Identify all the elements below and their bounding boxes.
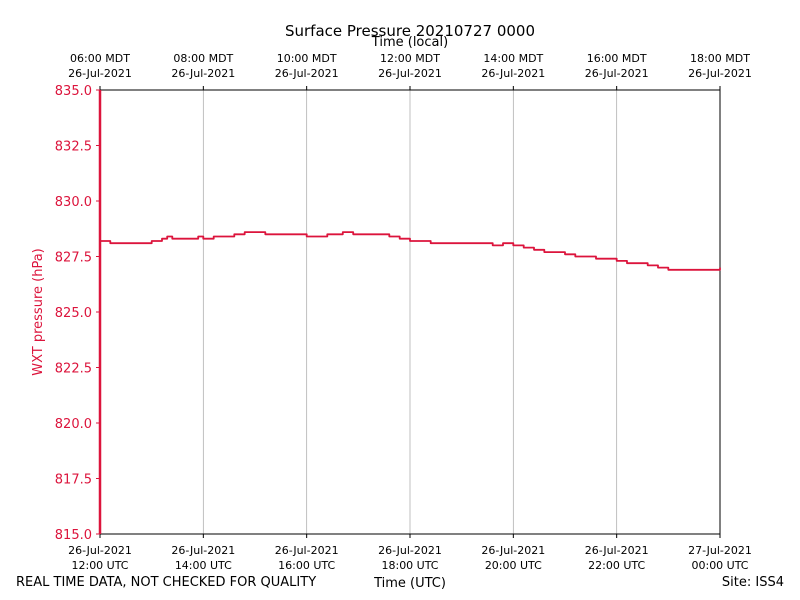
top-tick-label-time: 16:00 MDT: [587, 52, 647, 65]
top-tick-label-time: 06:00 MDT: [70, 52, 130, 65]
top-tick-label-date: 26-Jul-2021: [171, 67, 235, 80]
top-tick-label-time: 14:00 MDT: [483, 52, 543, 65]
chart-title: Surface Pressure 20210727 0000: [284, 22, 536, 40]
x-tick-label-time: 12:00 UTC: [71, 559, 128, 572]
x-tick-label-time: 20:00 UTC: [485, 559, 542, 572]
x-tick-label-time: 22:00 UTC: [588, 559, 645, 572]
top-tick-label-time: 10:00 MDT: [277, 52, 337, 65]
y-tick-label: 827.5: [55, 251, 92, 266]
x-tick-label-date: 26-Jul-2021: [481, 544, 545, 557]
top-tick-label-date: 26-Jul-2021: [378, 67, 442, 80]
top-tick-label-time: 08:00 MDT: [173, 52, 233, 65]
y-tick-label: 820.0: [55, 417, 92, 432]
x-tick-label-time: 14:00 UTC: [175, 559, 232, 572]
top-tick-label-date: 26-Jul-2021: [275, 67, 339, 80]
x-tick-label-date: 26-Jul-2021: [171, 544, 235, 557]
x-tick-label-time: 16:00 UTC: [278, 559, 335, 572]
top-tick-label-date: 26-Jul-2021: [68, 67, 132, 80]
x-tick-label-date: 26-Jul-2021: [275, 544, 339, 557]
top-tick-label-date: 26-Jul-2021: [585, 67, 649, 80]
x-tick-label-time: 00:00 UTC: [691, 559, 748, 572]
pressure-series-line: [100, 231, 721, 271]
x-tick-label-time: 18:00 UTC: [381, 559, 438, 572]
top-tick-label-date: 26-Jul-2021: [481, 67, 545, 80]
y-axis-label: WXT pressure (hPa): [31, 248, 46, 376]
y-tick-label: 830.0: [55, 195, 92, 210]
top-tick-label-time: 12:00 MDT: [380, 52, 440, 65]
site-label: Site: ISS4: [721, 575, 784, 590]
quality-note: REAL TIME DATA, NOT CHECKED FOR QUALITY: [16, 575, 317, 590]
y-tick-label: 815.0: [55, 528, 92, 543]
y-tick-label: 817.5: [55, 473, 92, 488]
y-tick-label: 822.5: [55, 362, 92, 377]
top-tick-label-time: 18:00 MDT: [690, 52, 750, 65]
x-tick-label-date: 27-Jul-2021: [688, 544, 752, 557]
x-tick-label-date: 26-Jul-2021: [378, 544, 442, 557]
bottom-x-axis-label: Time (UTC): [374, 576, 446, 591]
x-tick-label-date: 26-Jul-2021: [585, 544, 649, 557]
top-tick-label-date: 26-Jul-2021: [688, 67, 752, 80]
top-x-axis-label: Time (local): [371, 35, 449, 50]
x-tick-label-date: 26-Jul-2021: [68, 544, 132, 557]
y-tick-label: 825.0: [55, 306, 92, 321]
y-tick-label: 832.5: [55, 140, 92, 155]
y-tick-label: 835.0: [55, 84, 92, 99]
